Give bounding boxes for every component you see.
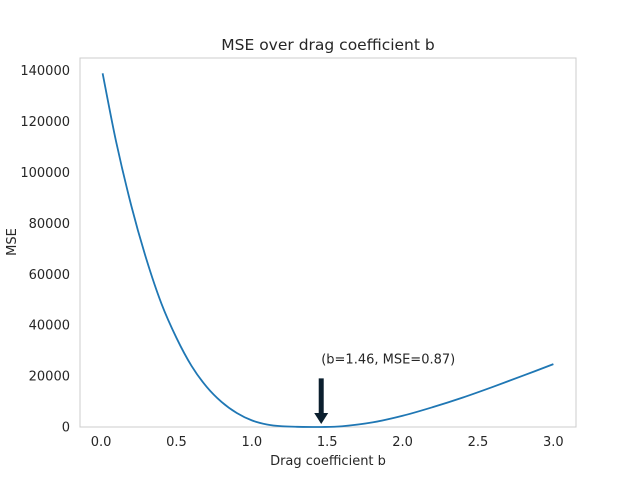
y-tick-label: 120000 bbox=[20, 115, 70, 130]
y-tick-label: 20000 bbox=[29, 370, 70, 385]
y-tick-label: 0 bbox=[62, 421, 70, 436]
mse-series-line bbox=[101, 73, 554, 428]
y-axis-label: MSE bbox=[5, 228, 20, 256]
minimum-annotation-label: (b=1.46, MSE=0.87) bbox=[321, 352, 455, 367]
x-axis-ticks: 0.0 0.5 1.0 1.5 2.0 2.5 3.0 bbox=[91, 435, 564, 450]
y-tick-label: 100000 bbox=[20, 166, 70, 181]
plot-area-frame bbox=[79, 57, 577, 428]
minimum-annotation-arrow bbox=[314, 378, 329, 424]
x-tick-label: 1.0 bbox=[242, 435, 263, 450]
x-tick-label: 1.5 bbox=[317, 435, 338, 450]
y-axis-ticks: 0 20000 40000 60000 80000 100000 120000 140000 bbox=[20, 64, 70, 435]
y-tick-label: 80000 bbox=[29, 217, 70, 232]
x-tick-label: 0.5 bbox=[166, 435, 187, 450]
x-axis-label: Drag coefficient b bbox=[270, 454, 386, 469]
x-tick-label: 0.0 bbox=[91, 435, 112, 450]
x-tick-label: 3.0 bbox=[543, 435, 564, 450]
y-tick-label: 60000 bbox=[29, 268, 70, 283]
chart-title: MSE over drag coefficient b bbox=[221, 36, 434, 54]
arrow-shaft bbox=[318, 378, 324, 414]
y-tick-label: 40000 bbox=[29, 319, 70, 334]
arrow-head bbox=[314, 412, 329, 424]
x-tick-label: 2.5 bbox=[468, 435, 489, 450]
y-tick-label: 140000 bbox=[20, 64, 70, 79]
x-tick-label: 2.0 bbox=[392, 435, 413, 450]
